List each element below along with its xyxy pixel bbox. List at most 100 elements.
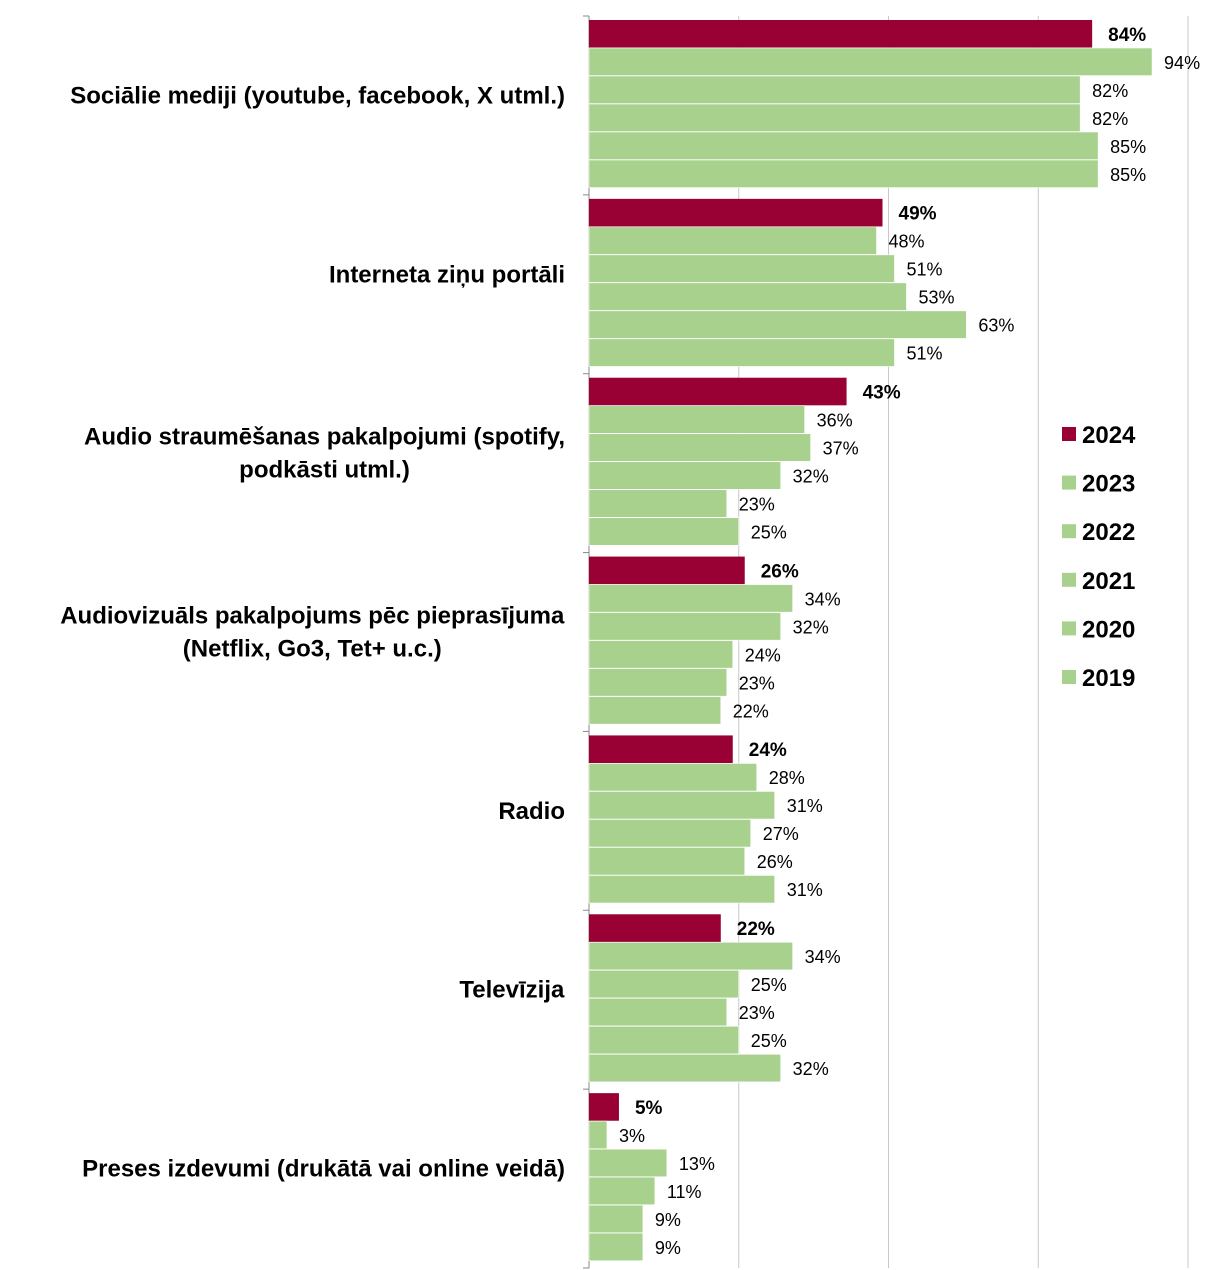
data-label-2024-6: 5% — [635, 1098, 663, 1119]
y-axis — [583, 15, 590, 1269]
data-label-2023-1: 48% — [889, 232, 925, 252]
bar-2020-2 — [588, 489, 728, 518]
bar-2023-4 — [588, 763, 758, 792]
data-label-2024-4: 24% — [749, 740, 787, 761]
bar-2020-4 — [588, 847, 746, 876]
bar-2020-5 — [588, 1025, 740, 1055]
category-label-2: Audio straumēšanas pakalpojumi (spotify,… — [84, 424, 565, 484]
bar-2024-5 — [589, 914, 721, 942]
category-labels: Sociālie mediji (youtube, facebook, X ut… — [60, 82, 565, 1182]
data-label-2021-1: 53% — [918, 288, 954, 308]
bar-2024-0 — [589, 20, 1093, 48]
category-label-1: Interneta ziņu portāli — [329, 261, 565, 288]
data-label-2024-1: 49% — [899, 204, 937, 225]
bar-2019-3 — [588, 696, 722, 725]
data-label-2024-3: 26% — [761, 561, 799, 582]
data-label-2021-0: 82% — [1092, 109, 1128, 129]
category-label-0: Sociālie mediji (youtube, facebook, X ut… — [70, 82, 565, 109]
bar-2023-3 — [588, 584, 793, 613]
bar-2021-2 — [588, 461, 781, 490]
data-label-2021-5: 23% — [739, 1003, 775, 1023]
legend-label-2019: 2019 — [1082, 665, 1135, 692]
legend-swatch-2024 — [1062, 427, 1076, 441]
legend-label-2024: 2024 — [1082, 422, 1136, 449]
legend-label-2023: 2023 — [1082, 471, 1135, 498]
bar-2021-6 — [588, 1176, 656, 1206]
bar-2024-3 — [589, 556, 745, 585]
bar-2020-6 — [588, 1204, 644, 1234]
data-label-2022-2: 37% — [823, 439, 859, 459]
data-label-2021-3: 24% — [745, 645, 781, 665]
bar-2022-1 — [588, 254, 895, 283]
bar-2019-4 — [588, 875, 775, 904]
bar-2022-2 — [588, 433, 811, 462]
bar-2022-5 — [588, 969, 740, 999]
bar-2019-0 — [588, 159, 1099, 188]
bar-2023-0 — [588, 47, 1153, 76]
legend-swatch-2023 — [1062, 475, 1076, 490]
data-label-2021-6: 11% — [667, 1182, 702, 1202]
data-label-2019-0: 85% — [1110, 165, 1146, 185]
data-label-2020-2: 23% — [739, 495, 775, 515]
value-labels: 84%94%82%82%85%85%49%48%51%53%63%51%43%3… — [619, 25, 1200, 1258]
data-label-2020-4: 26% — [757, 852, 793, 872]
bar-2020-1 — [588, 310, 967, 339]
data-label-2020-0: 85% — [1110, 137, 1146, 157]
legend: 2024 2023 2022 2021 2020 2019 — [1062, 422, 1136, 692]
legend-label-2021: 2021 — [1082, 568, 1135, 595]
data-label-2024-2: 43% — [863, 383, 901, 404]
bar-2024-2 — [589, 377, 847, 406]
legend-label-2020: 2020 — [1082, 616, 1135, 643]
category-label-5: Televīzija — [459, 977, 565, 1004]
data-label-2022-3: 32% — [793, 617, 829, 637]
category-label-4: Radio — [498, 798, 565, 825]
bar-2022-3 — [588, 612, 781, 641]
data-label-2019-2: 25% — [751, 523, 787, 543]
data-label-2023-4: 28% — [769, 768, 805, 788]
data-label-2022-0: 82% — [1092, 81, 1128, 101]
data-label-2022-5: 25% — [751, 975, 787, 995]
data-label-2023-0: 94% — [1164, 53, 1200, 73]
legend-swatch-2022 — [1062, 524, 1076, 539]
bar-2019-2 — [588, 517, 740, 546]
data-label-2021-2: 32% — [793, 467, 829, 487]
bar-2021-5 — [588, 997, 728, 1027]
data-label-2023-5: 34% — [805, 947, 841, 967]
data-label-2019-4: 31% — [787, 880, 823, 900]
bar-2023-1 — [588, 226, 877, 255]
bars — [588, 20, 1153, 1262]
bar-2024-1 — [589, 198, 883, 227]
bar-2019-5 — [588, 1053, 781, 1083]
data-label-2022-4: 31% — [787, 796, 823, 816]
bar-2023-5 — [588, 941, 793, 971]
data-label-2019-3: 22% — [733, 701, 769, 721]
category-label-3: Audiovizuāls pakalpojums pēc pieprasījum… — [60, 603, 565, 663]
data-label-2023-2: 36% — [817, 411, 853, 431]
bar-2024-6 — [589, 1093, 619, 1121]
data-label-2020-1: 63% — [978, 316, 1014, 336]
data-label-2020-5: 25% — [751, 1031, 787, 1051]
data-label-2021-4: 27% — [763, 824, 799, 844]
data-label-2020-6: 9% — [655, 1210, 681, 1230]
bar-2021-1 — [588, 282, 907, 311]
bar-2023-6 — [588, 1120, 608, 1150]
data-label-2024-5: 22% — [737, 919, 775, 940]
data-label-2019-1: 51% — [906, 344, 942, 364]
category-label-6: Preses izdevumi (drukātā vai online veid… — [82, 1156, 565, 1183]
data-label-2019-5: 32% — [793, 1059, 829, 1079]
data-label-2023-3: 34% — [805, 589, 841, 609]
bar-2020-3 — [588, 668, 728, 697]
bar-2021-0 — [588, 103, 1081, 132]
bar-2022-4 — [588, 791, 775, 820]
bar-2023-2 — [588, 405, 805, 434]
data-label-2023-6: 3% — [619, 1126, 645, 1146]
bar-2019-1 — [588, 338, 895, 367]
bar-2021-4 — [588, 819, 752, 848]
bar-2022-0 — [588, 75, 1081, 104]
bar-2021-3 — [588, 640, 734, 669]
legend-swatch-2019 — [1062, 670, 1076, 684]
legend-label-2022: 2022 — [1082, 519, 1135, 546]
data-label-2019-6: 9% — [655, 1238, 681, 1258]
data-label-2020-3: 23% — [739, 673, 775, 693]
